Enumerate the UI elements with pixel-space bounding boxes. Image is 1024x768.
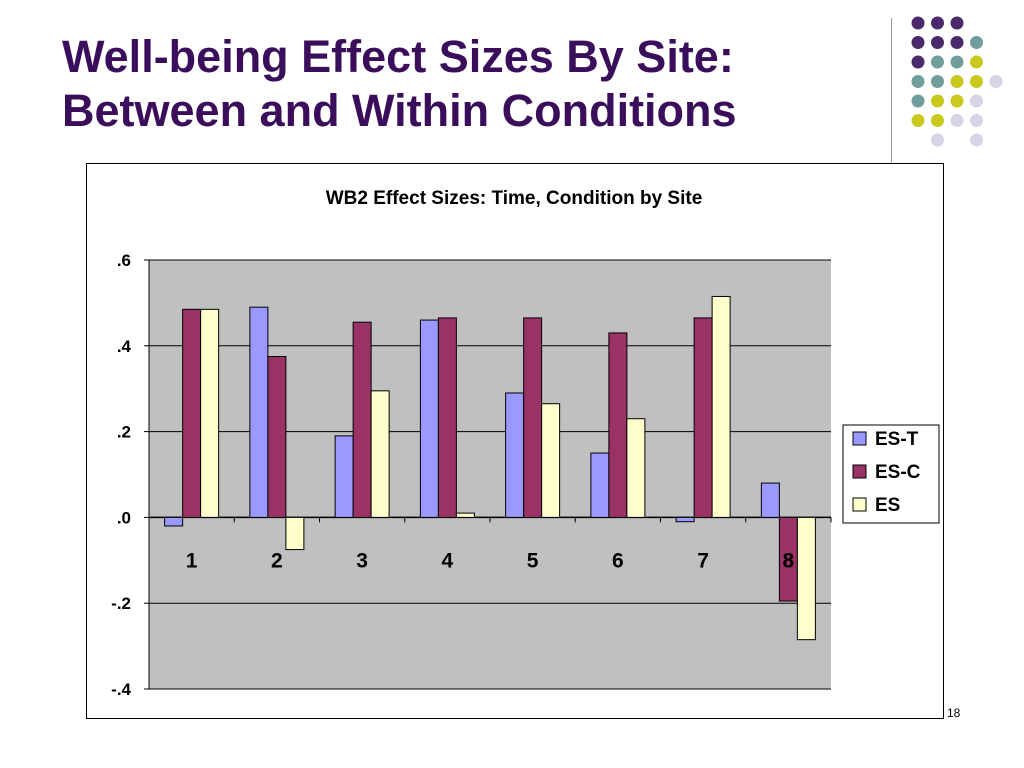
decorative-dot (950, 55, 964, 69)
x-tick-label: 1 (186, 549, 198, 572)
bar-es-c-site-3 (352, 321, 372, 518)
bar-es-site-7 (711, 295, 731, 518)
decorative-dot (911, 75, 925, 88)
bar-es-c-site-2 (267, 356, 287, 518)
bar-es-site-6 (626, 418, 646, 518)
bar-es-site-1 (200, 308, 220, 518)
bar-es-site-5 (541, 403, 561, 518)
slide-title-line-1: Well-being Effect Sizes By Site: (62, 31, 734, 82)
bar-es-site-8 (796, 516, 816, 641)
x-tick-label: 6 (612, 549, 624, 572)
decorative-divider (891, 18, 892, 163)
bar-es-site-4 (455, 512, 475, 518)
bar-chart: WB2 Effect Sizes: Time, Condition by Sit… (111, 188, 940, 699)
x-tick-label: 3 (356, 549, 368, 572)
y-tick-label: .4 (117, 337, 132, 356)
decorative-dot (970, 75, 983, 88)
decorative-dot (931, 114, 944, 127)
legend-swatch (852, 497, 867, 512)
decorative-dot (931, 94, 944, 108)
decorative-dot (911, 55, 925, 69)
chart-title: WB2 Effect Sizes: Time, Condition by Sit… (326, 188, 703, 209)
decorative-dot (931, 36, 944, 49)
bar-es-t-site-6 (590, 452, 610, 518)
decorative-dot (989, 75, 1003, 88)
bar-es-c-site-6 (608, 332, 628, 518)
bar-es-site-3 (370, 390, 390, 518)
x-tick-label: 5 (527, 549, 539, 572)
decorative-dot (950, 36, 964, 49)
decorative-dot (931, 133, 944, 147)
decorative-dot (950, 114, 964, 127)
bar-es-c-site-1 (182, 308, 202, 518)
slide-title-line-2: Between and Within Conditions (62, 85, 737, 136)
legend-label: ES (875, 495, 900, 516)
y-tick-label: .6 (117, 251, 131, 270)
legend-swatch (852, 431, 867, 446)
legend-label: ES-C (875, 462, 921, 483)
decorative-dot (970, 114, 983, 127)
bar-es-t-site-8 (760, 482, 780, 518)
x-tick-label: 7 (697, 549, 709, 572)
legend-label: ES-T (875, 429, 919, 450)
decorative-dot (970, 94, 983, 108)
decorative-dot (950, 94, 964, 108)
legend-swatch (852, 464, 867, 479)
bar-es-t-site-5 (505, 392, 525, 518)
bar-es-t-site-4 (419, 319, 439, 518)
y-tick-label: .0 (117, 508, 131, 527)
slide-number: 18 (947, 706, 961, 720)
bar-es-t-site-7 (675, 516, 695, 523)
decorative-dot (911, 94, 925, 108)
chart-frame: WB2 Effect Sizes: Time, Condition by Sit… (86, 163, 944, 719)
bar-es-t-site-1 (164, 516, 184, 527)
decorative-dot (931, 55, 944, 69)
bar-es-t-site-2 (249, 306, 269, 518)
decorative-dot (911, 36, 925, 49)
decorative-dot (931, 16, 944, 30)
decorative-dot (970, 133, 983, 147)
decorative-dot (950, 75, 964, 88)
slide-title: Well-being Effect Sizes By Site: Between… (62, 30, 862, 138)
bar-es-c-site-7 (693, 317, 713, 518)
bar-es-site-2 (285, 516, 305, 551)
decorative-dot (970, 55, 983, 69)
y-tick-label: -.4 (111, 680, 131, 699)
y-tick-label: .2 (117, 423, 131, 442)
decorative-dot (970, 36, 983, 49)
x-tick-label: 8 (783, 549, 795, 572)
x-tick-label: 4 (442, 549, 454, 572)
decorative-dot (911, 16, 925, 30)
decorative-dot (911, 114, 925, 127)
bar-es-c-site-5 (523, 317, 543, 518)
x-tick-label: 2 (271, 549, 283, 572)
decorative-dot (931, 75, 944, 88)
y-tick-label: -.2 (111, 594, 131, 613)
bar-es-c-site-4 (437, 317, 457, 518)
decorative-dot (950, 16, 964, 30)
bar-es-t-site-3 (334, 435, 354, 518)
